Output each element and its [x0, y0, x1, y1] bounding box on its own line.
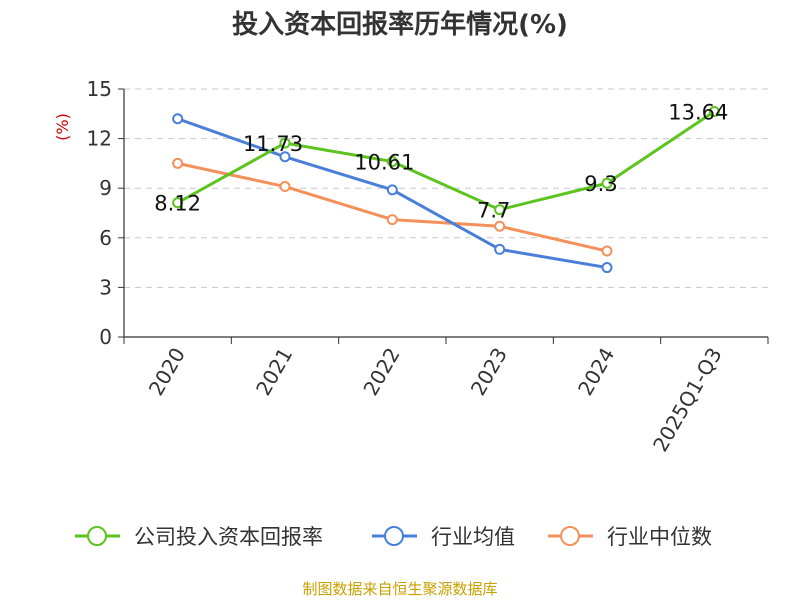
legend-label: 行业均值: [431, 525, 515, 549]
data-point: [601, 262, 613, 274]
legend-item-0[interactable]: 公司投入资本回报率: [75, 525, 323, 549]
source-footnote: 制图数据来自恒生聚源数据库: [302, 580, 497, 598]
data-point: [708, 105, 720, 117]
data-point: [279, 137, 291, 149]
data-point: [494, 243, 506, 255]
y-tick-label: 15: [87, 77, 112, 101]
x-tick-label: 2022: [358, 344, 404, 400]
legend-label: 行业中位数: [607, 525, 712, 549]
series-1: [172, 113, 613, 274]
data-point: [601, 245, 613, 257]
y-tick-label: 12: [87, 127, 112, 151]
data-point: [172, 197, 184, 209]
data-point: [386, 214, 398, 226]
x-tick-label: 2020: [144, 344, 190, 400]
legend-swatch-marker: [384, 526, 404, 546]
y-tick-label: 3: [99, 275, 112, 299]
data-point: [172, 113, 184, 125]
legend-swatch-marker: [560, 526, 580, 546]
data-point: [279, 181, 291, 193]
data-label: 10.61: [354, 151, 414, 175]
y-tick-label: 9: [99, 176, 112, 200]
data-label: 7.7: [477, 199, 510, 223]
data-labels: 8.12 11.73 10.61 7.7 9.3 13.64: [154, 100, 728, 222]
data-point: [279, 151, 291, 163]
x-tick-label: 2021: [251, 344, 297, 400]
chart-title: 投入资本回报率历年情况(%): [232, 9, 568, 40]
data-label: 9.3: [584, 172, 617, 196]
data-point: [386, 184, 398, 196]
data-label: 8.12: [154, 192, 201, 216]
legend-item-1[interactable]: 行业均值: [372, 525, 515, 549]
grid-lines: [124, 88, 768, 288]
series-lines: [172, 105, 720, 274]
legend[interactable]: 公司投入资本回报率 行业均值 行业中位数: [75, 525, 712, 549]
legend-swatch-marker: [87, 526, 107, 546]
y-tick-label: 0: [99, 325, 112, 349]
y-tick-label: 6: [99, 226, 112, 250]
legend-item-2[interactable]: 行业中位数: [548, 525, 712, 549]
data-point: [386, 156, 398, 168]
axes: 0 3 6 9 12 15 2020 2021 2022 2023 2024 2025Q1-Q3: [87, 77, 769, 456]
x-tick-label: 2023: [466, 343, 512, 399]
data-label: 13.64: [668, 100, 728, 124]
data-label: 11.73: [243, 132, 303, 156]
data-point: [601, 177, 613, 189]
data-point: [494, 220, 506, 232]
y-axis-label: (%): [53, 113, 72, 141]
legend-label: 公司投入资本回报率: [134, 525, 323, 549]
data-point: [172, 157, 184, 169]
series-0: [172, 105, 720, 216]
x-tick-label: 2025Q1-Q3: [648, 344, 727, 456]
series-2: [172, 157, 613, 257]
data-point: [494, 204, 506, 216]
series-line: [176, 110, 716, 212]
x-tick-label: 2024: [573, 344, 619, 400]
